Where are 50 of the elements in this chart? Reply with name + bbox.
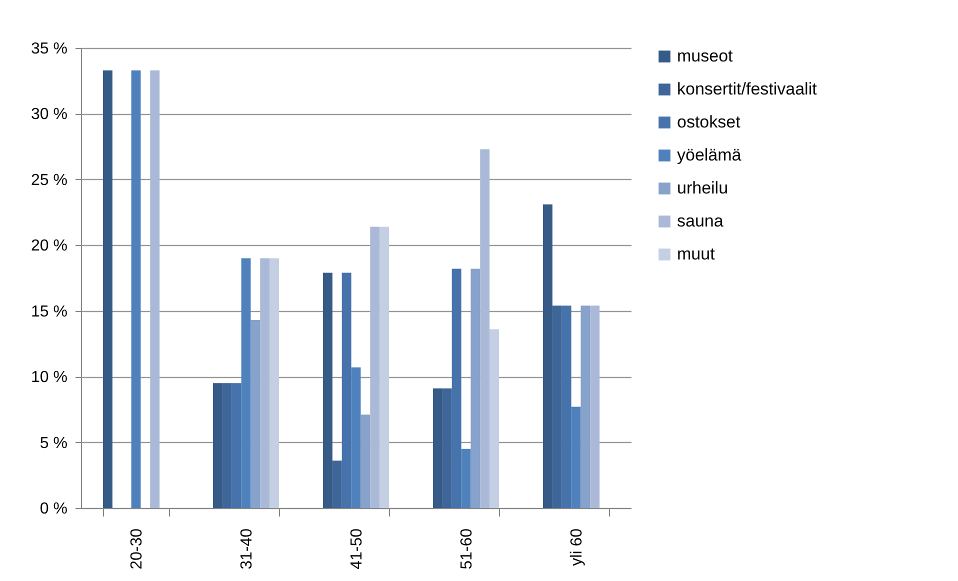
- y-tick-label: 5 %: [40, 434, 68, 452]
- bar: [452, 268, 462, 508]
- bar: [442, 388, 452, 508]
- bar: [103, 70, 112, 508]
- bar: [543, 204, 552, 508]
- bar: [380, 226, 389, 508]
- bar: [260, 258, 270, 508]
- bar: [351, 367, 361, 508]
- bar: [270, 258, 279, 508]
- y-tick-label: 10 %: [31, 369, 68, 386]
- x-tick-label: 20-30: [128, 528, 146, 570]
- legend-label: sauna: [677, 212, 724, 230]
- y-tick-label: 20 %: [31, 238, 68, 255]
- bar: [580, 306, 590, 508]
- x-tick-label: yli 60: [568, 528, 586, 566]
- bar: [323, 272, 332, 508]
- x-tick-label: 31-40: [238, 528, 256, 570]
- bar: [433, 388, 442, 508]
- bar: [232, 383, 242, 508]
- bar: [562, 306, 572, 508]
- bar: [250, 320, 260, 508]
- y-tick-label: 0 %: [40, 500, 68, 518]
- y-tick-label: 25 %: [31, 172, 68, 189]
- bar: [461, 448, 471, 508]
- y-tick-label: 35 %: [31, 40, 68, 58]
- bar: [571, 406, 581, 508]
- legend-label: urheilu: [677, 178, 728, 198]
- bar: [131, 70, 141, 508]
- x-tick-label: 41-50: [348, 528, 366, 570]
- x-tick-label: 51-60: [458, 528, 476, 570]
- legend-label: konsertit/festivaalit: [677, 80, 818, 98]
- bar: [370, 226, 380, 508]
- bar: [360, 414, 370, 508]
- bar: [332, 460, 342, 508]
- legend-label: museot: [677, 46, 734, 66]
- bar: [480, 149, 490, 508]
- bar: [150, 70, 160, 508]
- bar: [590, 306, 600, 508]
- bar: [342, 272, 352, 508]
- y-tick-label: 30 %: [31, 106, 68, 124]
- legend-label: ostokset: [677, 112, 741, 132]
- y-tick-label: 15 %: [31, 303, 68, 320]
- bar: [470, 268, 480, 508]
- bar: [552, 306, 562, 508]
- legend-label: yöelämä: [677, 146, 742, 164]
- bar: [213, 383, 222, 508]
- bar: [222, 383, 232, 508]
- legend-label: muut: [677, 244, 716, 264]
- bar: [490, 329, 499, 508]
- bar: [241, 258, 251, 508]
